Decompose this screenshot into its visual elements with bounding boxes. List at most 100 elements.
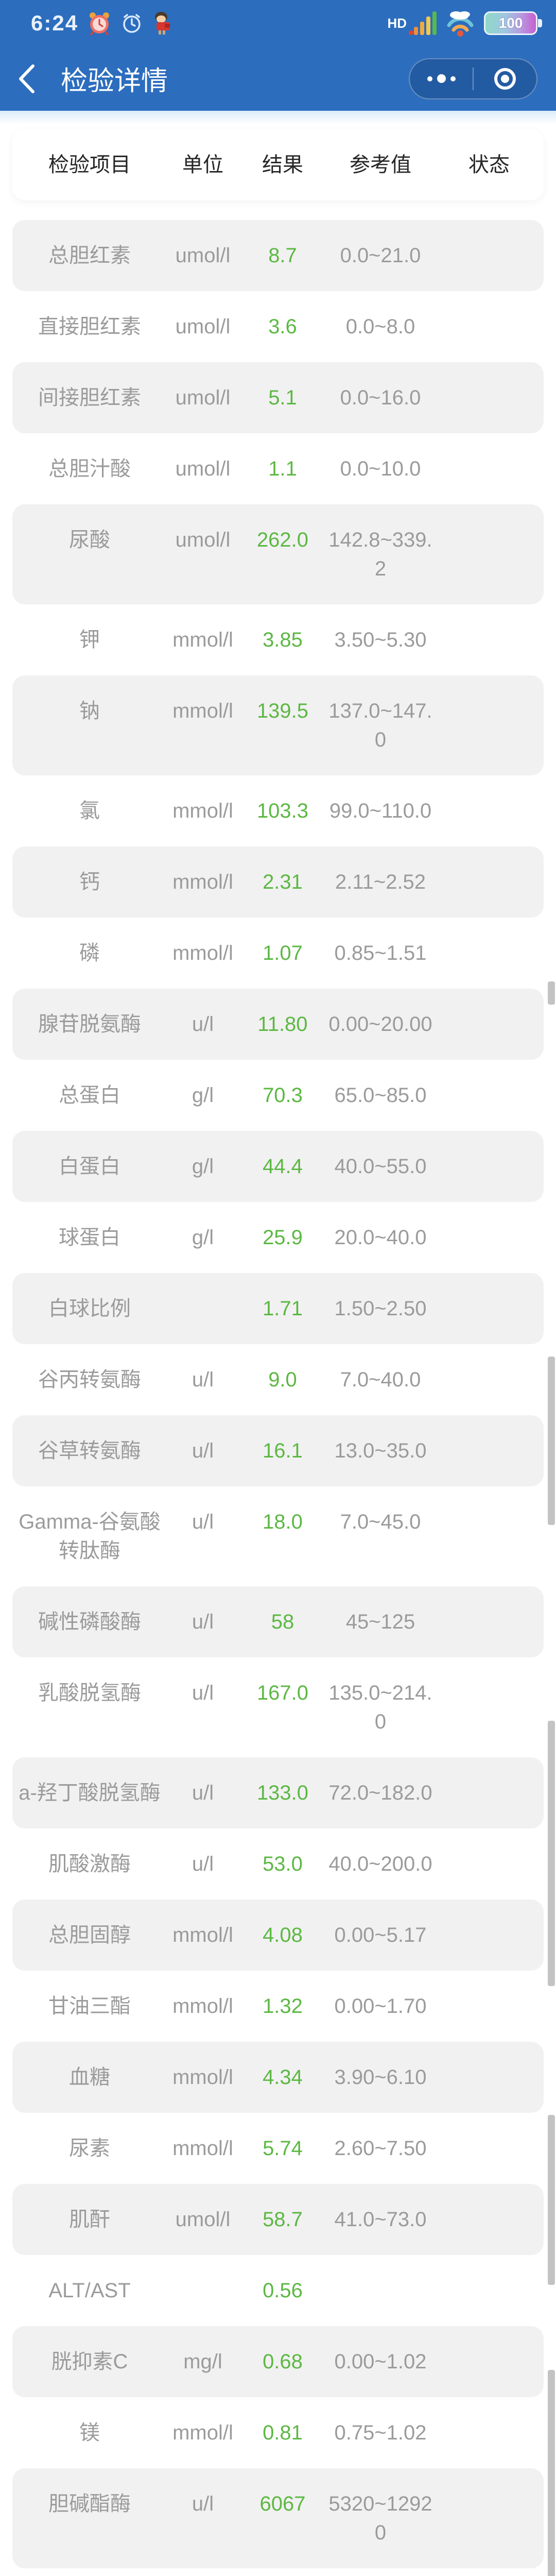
scrollbar-thumb[interactable] <box>548 2370 555 2576</box>
table-row: 总蛋白 g/l 70.3 65.0~85.0 <box>12 1060 544 1131</box>
row-result-value: 1.07 <box>263 942 303 964</box>
row-result-value: 25.9 <box>263 1226 303 1249</box>
table-row: 镁 mmol/l 0.81 0.75~1.02 <box>12 2397 544 2468</box>
table-row: 总胆汁酸 umol/l 1.1 0.0~10.0 <box>12 433 544 504</box>
table-row: 球蛋白 g/l 25.9 20.0~40.0 <box>12 1202 544 1273</box>
exit-button[interactable] <box>474 59 536 98</box>
row-item-name: 间接胆红素 <box>38 386 141 409</box>
row-item-name: 乳酸脱氢酶 <box>38 1682 141 1704</box>
row-result-value: 4.34 <box>263 2066 303 2089</box>
row-reference-range: 7.0~45.0 <box>340 1511 421 1533</box>
scrollbar-thumb[interactable] <box>548 1721 555 1986</box>
scrollbar-thumb[interactable] <box>548 2115 555 2285</box>
row-item-name: 肌酐 <box>69 2208 110 2231</box>
row-item-name: 直接胆红素 <box>38 315 141 338</box>
table-row: 白蛋白 g/l 44.4 40.0~55.0 <box>12 1131 544 1202</box>
row-item-name: 腺苷脱氨酶 <box>38 1013 141 1036</box>
battery-icon: 100 <box>484 11 542 35</box>
row-reference-range: 1.50~2.50 <box>334 1297 427 1320</box>
row-item-name: 总胆汁酸 <box>48 457 131 480</box>
table-row: 血糖 mmol/l 4.34 3.90~6.10 <box>12 2042 544 2113</box>
row-reference-range: 0.00~20.00 <box>328 1013 432 1036</box>
row-reference-range: 45~125 <box>345 1611 415 1633</box>
row-unit: mg/l <box>183 2350 222 2373</box>
row-item-name: 血糖 <box>69 2066 110 2089</box>
row-result-value: 53.0 <box>263 1853 303 1875</box>
row-item-name: 肌酸激酶 <box>48 1853 131 1875</box>
table-row: 总胆固醇 mmol/l 4.08 0.00~5.17 <box>12 1900 544 1971</box>
table-row: 胱抑素C mg/l 0.68 0.00~1.02 <box>12 2326 544 2397</box>
row-result-value: 6067 <box>259 2493 306 2515</box>
row-unit: mmol/l <box>172 942 233 964</box>
table-row: 血清前白蛋白 mg/l 218.0 93.0~400.0 <box>12 2568 544 2576</box>
row-reference-range: 40.0~55.0 <box>334 1155 427 1178</box>
hd-indicator: HD <box>387 15 407 31</box>
miniprogram-capsule <box>409 58 537 99</box>
table-row: 钙 mmol/l 2.31 2.11~2.52 <box>12 846 544 918</box>
table-row: 钾 mmol/l 3.85 3.50~5.30 <box>12 604 544 675</box>
row-result-value: 1.32 <box>263 1995 303 2018</box>
capsule-divider <box>473 67 474 90</box>
row-result-value: 5.74 <box>263 2137 303 2160</box>
row-item-name: a-羟丁酸脱氢酶 <box>19 1782 161 1804</box>
row-unit: mmol/l <box>172 700 233 722</box>
row-item-name: 镁 <box>79 2421 100 2444</box>
row-unit: u/l <box>192 1853 214 1875</box>
row-item-name: 氯 <box>79 800 100 822</box>
scrollbar-thumb[interactable] <box>548 1357 555 1525</box>
more-menu-button[interactable] <box>410 59 473 98</box>
row-unit: mmol/l <box>172 2137 233 2160</box>
table-row: 氯 mmol/l 103.3 99.0~110.0 <box>12 775 544 846</box>
row-result-value: 0.81 <box>263 2421 303 2444</box>
alarm-emoji-icon <box>88 11 111 35</box>
row-result-value: 3.85 <box>263 629 303 651</box>
table-row: 尿素 mmol/l 5.74 2.60~7.50 <box>12 2113 544 2184</box>
alarm-outline-icon <box>120 12 143 35</box>
table-header-row: 检验项目 单位 结果 参考值 状态 <box>12 129 544 200</box>
row-item-name: 胆碱酯酶 <box>48 2493 131 2515</box>
row-result-value: 16.1 <box>263 1439 303 1462</box>
row-item-name: 总蛋白 <box>59 1084 120 1107</box>
table-row: 胆碱酯酶 u/l 6067 5320~12920 <box>12 2468 544 2568</box>
more-menu-icon <box>427 74 456 83</box>
table-row: 腺苷脱氨酶 u/l 11.80 0.00~20.00 <box>12 989 544 1060</box>
back-button[interactable] <box>18 56 54 102</box>
row-reference-range: 0.00~5.17 <box>334 1924 427 1946</box>
target-exit-icon <box>494 67 516 90</box>
row-item-name: ALT/AST <box>48 2279 131 2302</box>
row-result-value: 103.3 <box>256 800 309 822</box>
rainbow-wifi-icon <box>444 10 477 37</box>
page-title: 检验详情 <box>61 66 168 96</box>
row-item-name: 甘油三酯 <box>48 1995 131 2018</box>
table-row: 肌酸激酶 u/l 53.0 40.0~200.0 <box>12 1828 544 1900</box>
row-unit: mmol/l <box>172 800 233 822</box>
table-row: 直接胆红素 umol/l 3.6 0.0~8.0 <box>12 291 544 362</box>
row-result-value: 0.68 <box>263 2350 303 2373</box>
row-unit: mmol/l <box>172 1924 233 1946</box>
table-row: 尿酸 umol/l 262.0 142.8~339.2 <box>12 504 544 604</box>
row-reference-range: 135.0~214.0 <box>328 1682 432 1733</box>
back-chevron-icon <box>18 63 36 95</box>
table-row: 总胆红素 umol/l 8.7 0.0~21.0 <box>12 220 544 291</box>
row-unit: umol/l <box>175 457 231 480</box>
scrollbar-thumb[interactable] <box>548 981 555 1005</box>
row-reference-range: 0.75~1.02 <box>334 2421 427 2444</box>
row-reference-range: 5320~12920 <box>328 2493 432 2544</box>
row-reference-range: 142.8~339.2 <box>328 529 432 580</box>
row-unit: g/l <box>192 1226 214 1249</box>
row-result-value: 70.3 <box>263 1084 303 1107</box>
row-reference-range: 3.90~6.10 <box>334 2066 427 2089</box>
row-result-value: 4.08 <box>263 1924 303 1946</box>
row-unit: mmol/l <box>172 2066 233 2089</box>
row-result-value: 58.7 <box>263 2208 303 2231</box>
header-fade-strip <box>0 111 556 124</box>
row-reference-range: 2.11~2.52 <box>335 871 426 893</box>
status-bar: 6:24 <box>0 0 556 46</box>
table-row: 谷草转氨酶 u/l 16.1 13.0~35.0 <box>12 1415 544 1486</box>
row-item-name: 钾 <box>79 629 100 651</box>
clock-time: 6:24 <box>31 11 79 35</box>
row-unit: u/l <box>192 1439 214 1462</box>
row-reference-range: 65.0~85.0 <box>334 1084 427 1107</box>
row-unit: umol/l <box>175 2208 231 2231</box>
row-result-value: 18.0 <box>263 1511 303 1533</box>
